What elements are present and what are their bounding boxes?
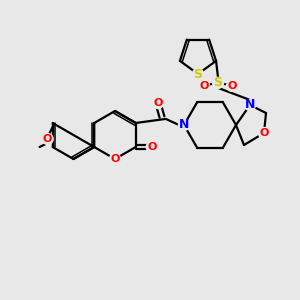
Circle shape: [42, 134, 53, 145]
Circle shape: [193, 68, 203, 80]
Text: N: N: [245, 98, 255, 112]
Circle shape: [213, 77, 224, 88]
Circle shape: [146, 142, 157, 152]
Text: O: O: [200, 81, 209, 91]
Circle shape: [199, 80, 210, 92]
Circle shape: [244, 100, 256, 110]
Circle shape: [226, 80, 238, 92]
Text: O: O: [147, 142, 157, 152]
Text: O: O: [43, 134, 52, 144]
Text: O: O: [227, 81, 237, 91]
Text: N: N: [179, 118, 189, 131]
Text: O: O: [153, 98, 163, 108]
Text: S: S: [214, 76, 223, 89]
Circle shape: [178, 119, 190, 130]
Text: O: O: [259, 128, 269, 138]
Text: S: S: [194, 68, 202, 80]
Text: O: O: [110, 154, 120, 164]
Circle shape: [259, 128, 269, 139]
Circle shape: [110, 154, 121, 164]
Circle shape: [152, 98, 164, 109]
